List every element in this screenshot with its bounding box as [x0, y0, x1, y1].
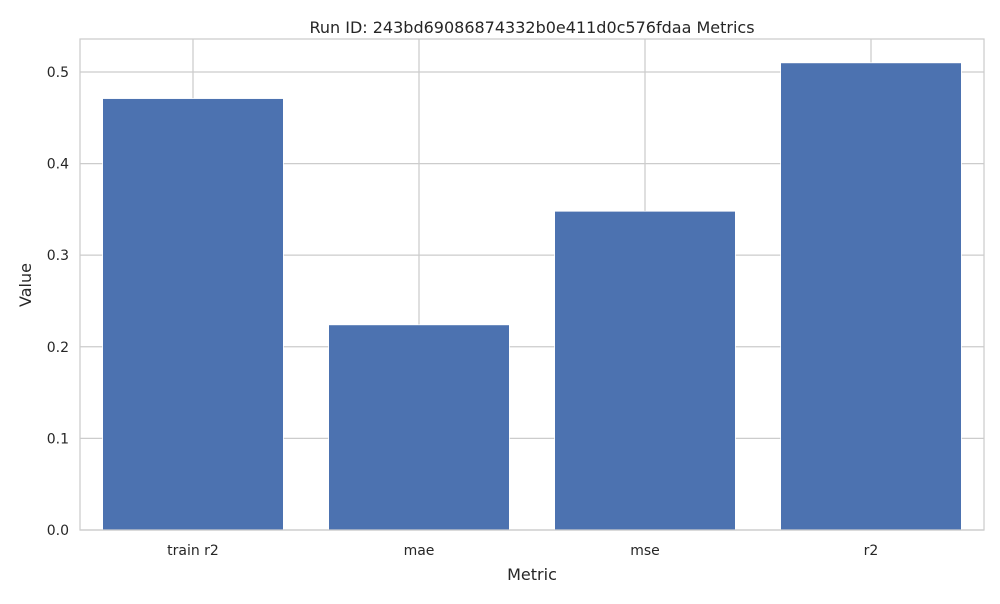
bar-mae	[328, 324, 510, 531]
y-axis-label: Value	[16, 263, 35, 307]
y-tick-label: 0.5	[47, 65, 69, 81]
bar-train-r2	[102, 98, 284, 531]
x-axis-label: Metric	[507, 565, 557, 584]
y-tick-label: 0.0	[47, 523, 69, 539]
y-tick-label: 0.4	[47, 157, 69, 173]
y-tick-label: 0.3	[47, 248, 69, 264]
x-tick-label: r2	[864, 543, 879, 559]
bar-r2	[780, 62, 962, 531]
bar-layer	[102, 62, 962, 531]
y-tick-label: 0.2	[47, 340, 69, 356]
x-tick-label: train r2	[167, 543, 219, 559]
chart-title: Run ID: 243bd69086874332b0e411d0c576fdaa…	[309, 18, 754, 37]
bar-mse	[554, 210, 736, 531]
x-tick-label: mse	[630, 543, 660, 559]
plot-frame	[79, 38, 985, 531]
x-tick-label: mae	[404, 543, 435, 559]
y-tick-label: 0.1	[47, 431, 69, 447]
tick-layer: 0.0 0.1 0.2 0.3 0.4 0.5 train r2 mae mse r2	[47, 65, 879, 559]
